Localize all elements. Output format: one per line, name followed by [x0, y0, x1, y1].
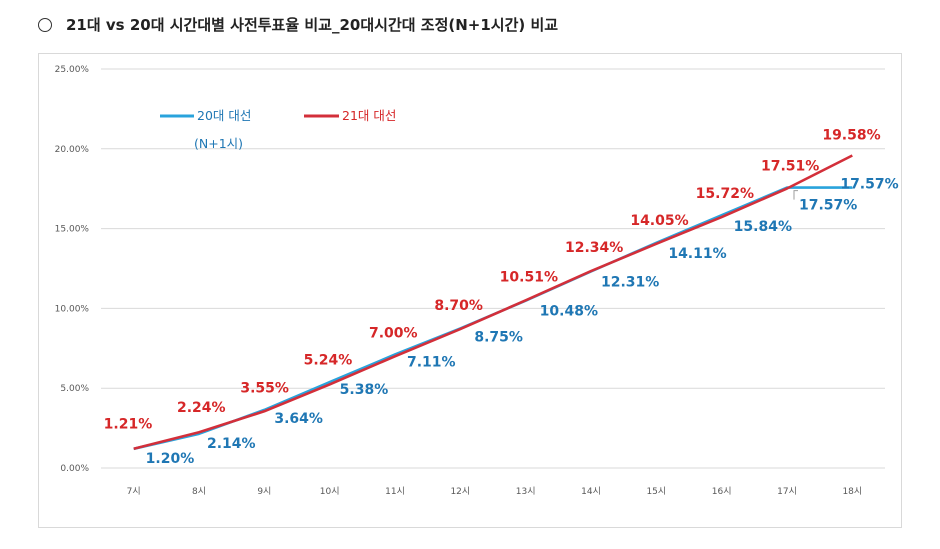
data-label-20: 17.57% — [840, 177, 898, 193]
data-label-20: 15.84% — [734, 219, 792, 235]
chart-title: 21대 vs 20대 시간대별 사전투표율 비교_20대시간대 조정(N+1시간… — [66, 16, 559, 34]
legend-sublabel-20: (N+1시) — [194, 136, 243, 151]
y-tick-label: 0.00% — [60, 464, 89, 474]
x-tick-label: 14시 — [581, 486, 601, 497]
x-tick-label: 16시 — [712, 486, 732, 497]
x-tick-label: 15시 — [646, 486, 666, 497]
circle-bullet-icon — [38, 17, 52, 32]
y-tick-label: 20.00% — [55, 145, 90, 155]
data-label-21: 15.72% — [696, 186, 754, 202]
data-label-21: 19.58% — [822, 128, 880, 144]
data-label-21: 5.24% — [304, 352, 353, 368]
chart-title-row: 21대 vs 20대 시간대별 사전투표율 비교_20대시간대 조정(N+1시간… — [38, 14, 558, 35]
data-label-20: 17.57% — [799, 198, 857, 214]
data-label-21: 7.00% — [369, 325, 418, 341]
data-label-20: 1.20% — [146, 451, 195, 467]
x-tick-label: 17시 — [777, 486, 797, 497]
data-label-21: 12.34% — [565, 240, 623, 256]
series-line-21 — [133, 154, 853, 450]
data-label-21: 17.51% — [761, 159, 819, 175]
x-tick-label: 13시 — [516, 486, 536, 497]
data-label-21: 14.05% — [630, 213, 688, 229]
y-tick-label: 25.00% — [55, 65, 90, 75]
x-tick-label: 7시 — [127, 486, 141, 497]
data-label-20: 12.31% — [601, 275, 659, 291]
data-label-20: 2.14% — [207, 436, 256, 452]
data-label-20: 3.64% — [274, 411, 323, 427]
legend-label-21: 21대 대선 — [342, 108, 396, 123]
data-label-21: 10.51% — [500, 269, 558, 285]
data-label-20: 10.48% — [540, 304, 598, 320]
data-label-20: 8.75% — [474, 329, 523, 345]
legend-label-20: 20대 대선 — [197, 108, 251, 123]
label-leader-line — [793, 190, 798, 200]
data-label-20: 5.38% — [340, 382, 389, 398]
data-label-21: 3.55% — [240, 380, 289, 396]
x-tick-label: 11시 — [385, 486, 405, 497]
x-tick-label: 8시 — [192, 486, 206, 497]
y-tick-label: 15.00% — [55, 225, 90, 235]
chart-frame: 0.00% 5.00% 10.00% 15.00% 20.00% 25.00% 7시 8시 9시… — [38, 53, 902, 528]
data-label-21: 2.24% — [177, 400, 226, 416]
x-tick-label: 10시 — [320, 486, 340, 497]
data-label-20: 7.11% — [407, 355, 456, 371]
line-chart: 0.00% 5.00% 10.00% 15.00% 20.00% 25.00% 7시 8시 9시… — [55, 65, 899, 497]
x-tick-label: 9시 — [257, 486, 271, 497]
x-tick-label: 12시 — [450, 486, 470, 497]
y-tick-label: 5.00% — [60, 384, 89, 394]
data-label-21: 8.70% — [434, 298, 483, 314]
y-tick-label: 10.00% — [55, 304, 90, 314]
data-label-20: 14.11% — [668, 246, 726, 262]
data-label-21: 1.21% — [104, 417, 153, 433]
x-tick-label: 18시 — [842, 486, 862, 497]
